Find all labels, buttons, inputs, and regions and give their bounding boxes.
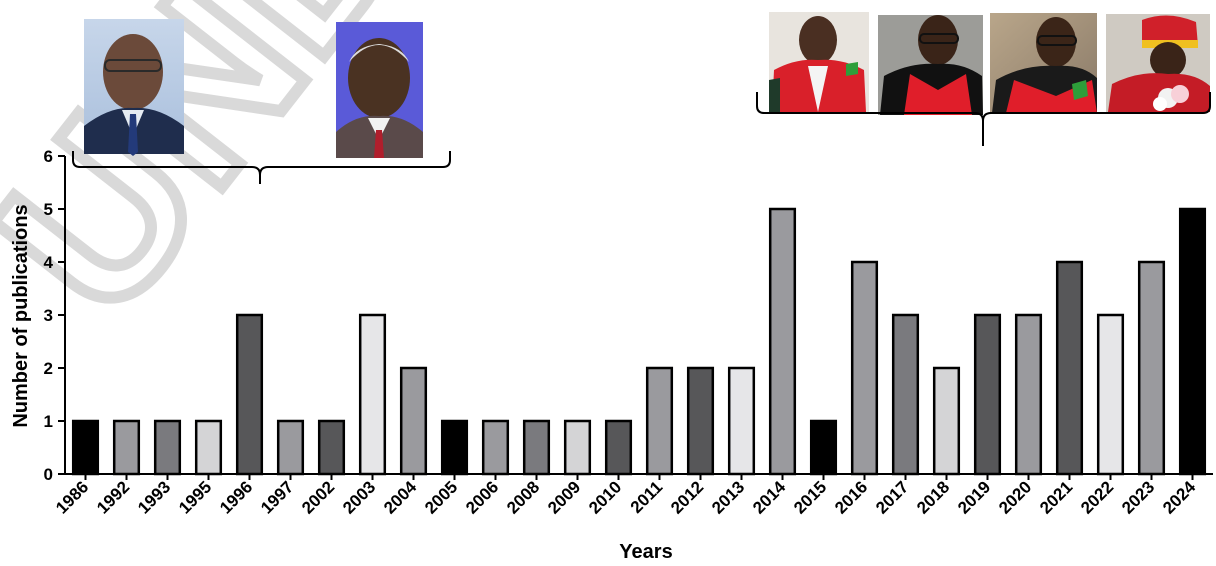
x-tick-label: 1992 [93, 477, 133, 517]
x-tick-label: 2008 [503, 477, 543, 517]
x-tick-label: 2003 [339, 477, 379, 517]
bar [522, 419, 551, 476]
bar [727, 366, 756, 476]
y-tick-label: 0 [44, 465, 53, 484]
x-tick-label: 2022 [1077, 477, 1117, 517]
x-tick-label: 1995 [175, 477, 215, 517]
brace [72, 151, 451, 184]
bar [153, 419, 182, 476]
y-tick-label: 2 [44, 359, 53, 378]
x-axis: 1986 1992 1993 1995 1996 1997 2002 2003 2004 2005… [52, 473, 1213, 518]
y-tick-label: 3 [44, 306, 53, 325]
x-tick-label: 1996 [216, 477, 256, 517]
x-tick-label: 1986 [52, 477, 92, 517]
x-tick-label: 2013 [708, 477, 748, 517]
portrait-photo [769, 12, 869, 112]
photo-group-right [756, 12, 1211, 146]
bar [932, 366, 961, 476]
portrait-photo [1106, 14, 1210, 112]
bar [686, 366, 715, 476]
bar [768, 207, 797, 476]
x-tick-label: 2018 [913, 477, 953, 517]
x-tick-label: 1993 [134, 477, 174, 517]
y-tick-label: 5 [44, 200, 53, 219]
bar [276, 419, 305, 476]
bar [194, 419, 223, 476]
bar [973, 313, 1002, 476]
bar [604, 419, 633, 476]
x-tick-label: 2004 [380, 477, 421, 518]
y-tick-label: 6 [44, 147, 53, 166]
bars [71, 207, 1207, 476]
x-tick-label: 2012 [667, 477, 707, 517]
x-tick-label: 2005 [421, 477, 461, 517]
x-tick-label: 2011 [627, 477, 667, 517]
bar [399, 366, 428, 476]
x-tick-label: 2014 [749, 477, 790, 518]
bar [1055, 260, 1084, 476]
bar [563, 419, 592, 476]
bar [440, 419, 469, 476]
x-tick-label: 2015 [790, 477, 830, 517]
bar [71, 419, 100, 476]
x-tick-label: 2021 [1036, 477, 1076, 517]
x-tick-label: 2019 [954, 477, 994, 517]
bar [1137, 260, 1166, 476]
bar [358, 313, 387, 476]
x-tick-label: 2010 [585, 477, 625, 517]
bar [235, 313, 264, 476]
bar [1178, 207, 1207, 476]
x-tick-label: 2024 [1159, 477, 1200, 518]
bar [891, 313, 920, 476]
bar [809, 419, 838, 476]
x-tick-label: 2009 [544, 477, 584, 517]
bar [850, 260, 879, 476]
x-tick-label: 2016 [831, 477, 871, 517]
x-axis-title: Years [619, 541, 672, 563]
bar [1014, 313, 1043, 476]
portrait-photo [990, 13, 1097, 113]
y-axis: 0 1 2 3 4 5 6 [44, 147, 66, 484]
brace [756, 92, 1211, 146]
y-tick-label: 1 [44, 412, 53, 431]
x-tick-label: 2017 [872, 477, 912, 517]
bar [645, 366, 674, 476]
photo-group-left [72, 19, 451, 184]
x-tick-label: 1997 [257, 477, 297, 517]
y-axis-title: Number of publications [10, 204, 32, 427]
y-tick-label: 4 [44, 253, 54, 272]
x-tick-label: 2006 [462, 477, 502, 517]
x-tick-label: 2020 [995, 477, 1035, 517]
portrait-photo [84, 19, 184, 156]
bar [112, 419, 141, 476]
bar [1096, 313, 1125, 476]
x-tick-label: 2023 [1118, 477, 1158, 517]
x-tick-label: 2002 [298, 477, 338, 517]
portrait-photo [336, 22, 423, 158]
bar [481, 419, 510, 476]
portrait-photo [878, 15, 983, 115]
bar [317, 419, 346, 476]
